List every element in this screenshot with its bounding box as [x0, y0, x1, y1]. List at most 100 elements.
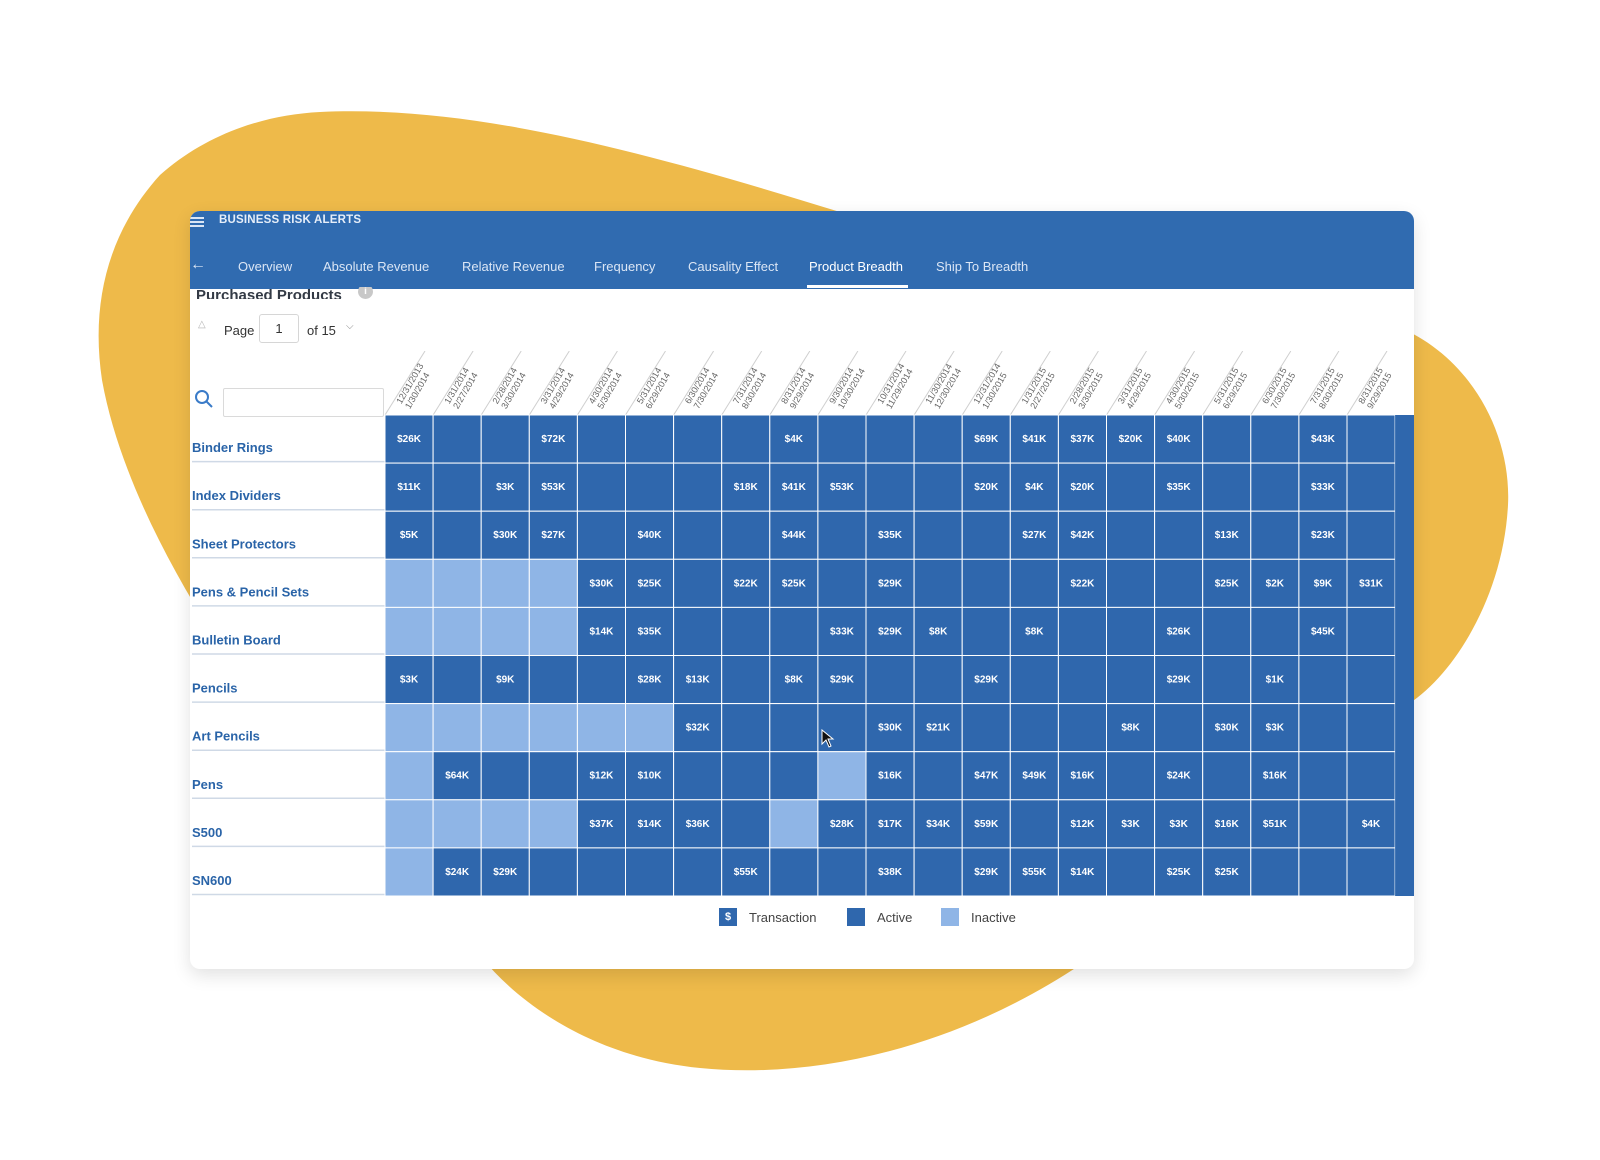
cell-value: $35K	[638, 626, 663, 637]
tab-relative-revenue[interactable]: Relative Revenue	[462, 259, 565, 274]
column-header-separator	[1346, 351, 1388, 416]
heatmap-cell	[576, 847, 626, 897]
heatmap-cell	[625, 655, 675, 705]
heatmap-cell	[1106, 462, 1156, 512]
heatmap-cell	[913, 606, 963, 656]
cell-value: $25K	[1215, 578, 1240, 589]
heatmap-cell	[961, 799, 1011, 849]
tab-overview[interactable]: Overview	[238, 259, 293, 274]
column-header-label: 2/28/20153/30/2015	[1068, 366, 1105, 411]
heatmap-cell	[913, 847, 963, 897]
tab-product-breadth[interactable]: Product Breadth	[809, 259, 903, 274]
heatmap-cell	[625, 799, 675, 849]
heatmap-cell	[913, 751, 963, 801]
heatmap-cell	[480, 703, 530, 753]
heatmap-cell	[528, 414, 578, 464]
tab-ship-to-breadth[interactable]: Ship To Breadth	[936, 259, 1029, 274]
cell-value: $30K	[878, 723, 903, 734]
heatmap-cell	[625, 414, 675, 464]
heatmap-cell	[1346, 799, 1396, 849]
heatmap-cell	[432, 799, 482, 849]
heatmap-cell	[1250, 462, 1300, 512]
column-header-label: 12/31/20141/30/2015	[971, 361, 1011, 410]
heatmap-cell	[1106, 751, 1156, 801]
heatmap-cell	[1009, 558, 1059, 608]
heatmap-cell	[384, 606, 434, 656]
product-search-input[interactable]	[223, 388, 384, 417]
heatmap-cell	[865, 414, 915, 464]
cell-value: $16K	[878, 771, 903, 782]
heatmap-cell	[1154, 655, 1204, 705]
tab-frequency[interactable]: Frequency	[594, 259, 656, 274]
column-header-separator	[961, 351, 1003, 416]
row-label: SN600	[192, 873, 232, 888]
heatmap-cell	[673, 558, 723, 608]
heatmap-cell	[1346, 462, 1396, 512]
cell-value: $3K	[496, 482, 515, 493]
heatmap-cell	[721, 606, 771, 656]
page-up-chevron-icon[interactable]: △	[198, 319, 206, 330]
legend-label: Inactive	[971, 909, 1016, 925]
heatmap-cell	[913, 462, 963, 512]
heatmap-cell	[1298, 847, 1348, 897]
heatmap-cell	[1009, 703, 1059, 753]
active-tab-indicator	[807, 285, 908, 288]
heatmap-cell	[961, 751, 1011, 801]
column-header-separator	[721, 351, 763, 416]
heatmap-cell	[1057, 414, 1108, 464]
heatmap-cell	[1202, 847, 1252, 897]
search-icon[interactable]	[194, 389, 214, 409]
column-header-separator	[576, 351, 618, 416]
heatmap-cell	[721, 703, 771, 753]
info-icon[interactable]: i	[358, 287, 373, 299]
column-header-separator	[1106, 351, 1147, 416]
legend-transaction: $ Transaction	[719, 907, 816, 927]
page-down-chevron-icon[interactable]: ⌵	[346, 321, 354, 332]
hamburger-menu-icon[interactable]	[190, 215, 204, 229]
heatmap-cell	[384, 799, 434, 849]
heatmap-cell	[528, 655, 578, 705]
heatmap-cell	[913, 510, 963, 560]
cell-value: $29K	[493, 867, 518, 878]
heatmap-cell	[625, 558, 675, 608]
heatmap-cell	[1298, 703, 1348, 753]
cell-value: $51K	[1263, 819, 1288, 830]
cell-value: $29K	[830, 675, 855, 686]
cell-value: $41K	[1022, 434, 1047, 445]
heatmap-cell	[480, 847, 530, 897]
heatmap-cell	[625, 462, 675, 512]
product-breadth-heatmap: 12/31/20131/30/2014 1/31/20142/27/2014 2/2…	[192, 351, 1414, 897]
cell-value: $5K	[400, 530, 419, 541]
heatmap-cell	[865, 606, 915, 656]
heatmap-cell	[625, 606, 675, 656]
heatmap-cell	[576, 606, 626, 656]
cell-value: $40K	[638, 530, 663, 541]
legend-label: Transaction	[749, 909, 817, 925]
heatmap-cell	[1154, 414, 1204, 464]
tab-causality-effect[interactable]: Causality Effect	[688, 259, 779, 274]
heatmap-cell	[432, 462, 482, 512]
heatmap-cell	[817, 703, 867, 753]
heatmap-cell	[1250, 414, 1300, 464]
heatmap-cell	[625, 703, 675, 753]
column-header-separator	[1154, 351, 1196, 416]
heatmap-cell	[625, 847, 675, 897]
heatmap-cell	[384, 847, 434, 897]
cell-value: $4K	[1362, 819, 1381, 830]
heatmap-cell	[576, 558, 626, 608]
heatmap-cell	[1154, 799, 1204, 849]
column-header-separator	[865, 351, 907, 416]
tab-absolute-revenue[interactable]: Absolute Revenue	[323, 259, 430, 274]
cell-value: $53K	[830, 482, 855, 493]
row-label: Binder Rings	[192, 440, 273, 455]
heatmap-cell	[384, 751, 434, 801]
cell-value: $22K	[1070, 578, 1095, 589]
page-number-input[interactable]	[259, 314, 299, 343]
heatmap-cell	[961, 703, 1011, 753]
back-arrow-icon[interactable]: ←	[190, 256, 206, 273]
cell-value: $29K	[1167, 675, 1192, 686]
column-header-label: 7/31/20148/30/2014	[731, 366, 768, 411]
heatmap-cell	[1202, 655, 1252, 705]
heatmap-cell	[480, 414, 530, 464]
cell-value: $16K	[1215, 819, 1240, 830]
